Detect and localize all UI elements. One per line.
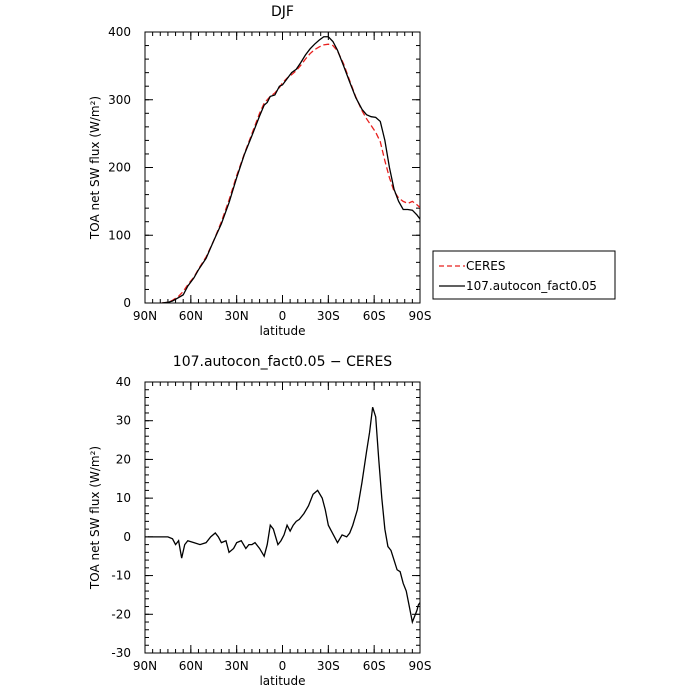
plot-frame [144, 31, 421, 304]
series-line-difference [148, 406, 420, 625]
legend-label: 107.autocon_fact0.05 [466, 279, 597, 293]
x-axis-title: latitude [259, 324, 305, 338]
y-tick-label: 0 [123, 530, 131, 544]
y-tick-label: -10 [111, 569, 131, 583]
y-tick-label: 400 [108, 25, 131, 39]
legend: CERES 107.autocon_fact0.05 [432, 250, 616, 300]
y-axis-title: TOA net SW flux (W/m²) [88, 446, 102, 590]
x-tick-label: 60N [179, 659, 203, 673]
chart-panel-1: DJF 90N 60N 30N 0 30S 60S 90S 0 100 200 300 400 latit… [88, 4, 616, 338]
y-tick-label: 40 [116, 375, 131, 389]
x-tick-label: 0 [279, 309, 287, 323]
x-tick-label: 30N [225, 659, 249, 673]
series-line-ceres [161, 43, 420, 303]
legend-box [432, 250, 616, 300]
y-tick-label: -20 [111, 607, 131, 621]
x-tick-label: 90N [133, 309, 157, 323]
x-tick-label: 0 [279, 659, 287, 673]
y-tick-label: 10 [116, 491, 131, 505]
chart-title: DJF [271, 4, 294, 20]
y-axis-title: TOA net SW flux (W/m²) [88, 96, 102, 240]
y-tick-label: 20 [116, 452, 131, 466]
y-tick-label: 200 [108, 161, 131, 175]
y-tick-label: -30 [111, 646, 131, 660]
x-tick-label: 30S [317, 659, 340, 673]
series-line-107-autocon-fact0-05 [161, 36, 420, 303]
plot-frame [144, 381, 421, 654]
x-tick-label: 60N [179, 309, 203, 323]
chart-panel-2: 107.autocon_fact0.05 − CERES 90N 60N 30N 0 30… [88, 354, 431, 688]
x-tick-label: 30N [225, 309, 249, 323]
y-tick-label: 0 [123, 296, 131, 310]
x-axis-title: latitude [259, 674, 305, 688]
x-tick-label: 90S [409, 309, 432, 323]
y-tick-label: 30 [116, 414, 131, 428]
x-tick-label: 90N [133, 659, 157, 673]
chart-title: 107.autocon_fact0.05 − CERES [173, 354, 393, 370]
x-tick-label: 60S [363, 659, 386, 673]
y-tick-label: 300 [108, 93, 131, 107]
x-tick-label: 60S [363, 309, 386, 323]
x-tick-label: 90S [409, 659, 432, 673]
x-tick-label: 30S [317, 309, 340, 323]
legend-label: CERES [466, 259, 506, 273]
y-tick-label: 100 [108, 228, 131, 242]
